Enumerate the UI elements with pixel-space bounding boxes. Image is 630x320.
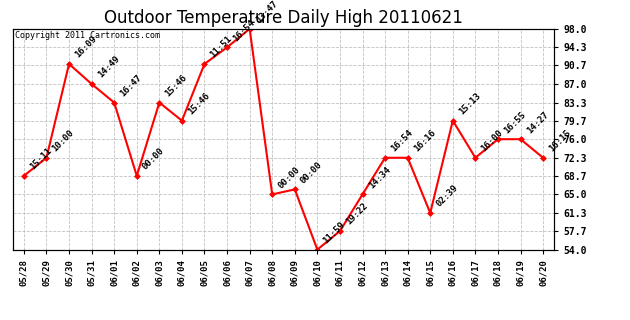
Text: 10:00: 10:00 xyxy=(50,128,76,154)
Text: 00:00: 00:00 xyxy=(141,146,166,172)
Text: 19:22: 19:22 xyxy=(344,202,369,227)
Text: 15:11: 15:11 xyxy=(28,146,54,172)
Text: 16:00: 16:00 xyxy=(479,128,505,154)
Text: 16:54: 16:54 xyxy=(389,128,415,154)
Text: 02:39: 02:39 xyxy=(435,183,460,209)
Text: 00:00: 00:00 xyxy=(299,160,324,185)
Text: 15:13: 15:13 xyxy=(457,91,483,116)
Text: 14:27: 14:27 xyxy=(525,110,550,135)
Text: 11:51: 11:51 xyxy=(209,34,234,60)
Text: 00:00: 00:00 xyxy=(277,165,302,190)
Title: Outdoor Temperature Daily High 20110621: Outdoor Temperature Daily High 20110621 xyxy=(104,9,463,27)
Text: 14:49: 14:49 xyxy=(96,54,121,80)
Text: 14:34: 14:34 xyxy=(367,165,392,190)
Text: 16:16: 16:16 xyxy=(412,128,437,154)
Text: 15:46: 15:46 xyxy=(186,91,212,116)
Text: 16:55: 16:55 xyxy=(502,110,527,135)
Text: 13:47: 13:47 xyxy=(254,0,279,25)
Text: 11:59: 11:59 xyxy=(321,220,347,245)
Text: 16:15: 16:15 xyxy=(547,128,573,154)
Text: Copyright 2011 Cartronics.com: Copyright 2011 Cartronics.com xyxy=(15,31,160,40)
Text: 16:47: 16:47 xyxy=(118,73,144,99)
Text: 16:09: 16:09 xyxy=(73,34,98,60)
Text: 16:54: 16:54 xyxy=(231,18,256,43)
Text: 15:46: 15:46 xyxy=(164,73,189,99)
